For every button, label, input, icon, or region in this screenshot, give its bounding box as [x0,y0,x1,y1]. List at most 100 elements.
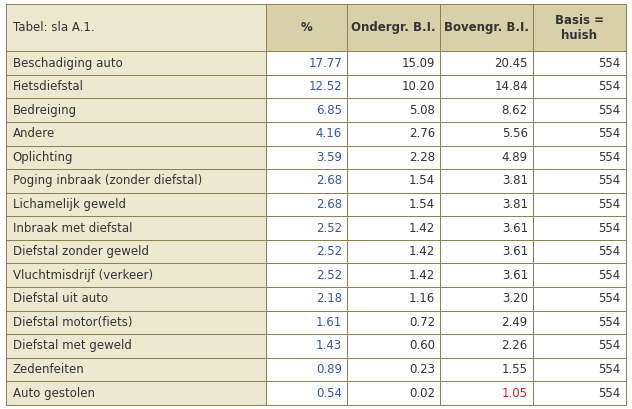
Bar [267,51,347,75]
Text: Poging inbraak (zonder diefstal): Poging inbraak (zonder diefstal) [13,174,202,187]
Bar [6,334,267,358]
Bar [6,240,267,263]
Text: %: % [301,21,313,34]
Bar [6,193,267,216]
Bar [440,99,533,122]
Bar [440,169,533,193]
Bar [6,75,267,99]
Text: 554: 554 [599,387,621,400]
Bar [267,358,347,381]
Bar [6,358,267,381]
Bar [533,287,626,310]
Bar [533,122,626,146]
Bar [267,4,347,51]
Bar [6,381,267,405]
Text: Andere: Andere [13,127,55,140]
Bar [267,193,347,216]
Text: Auto gestolen: Auto gestolen [13,387,95,400]
Bar [533,169,626,193]
Bar [533,358,626,381]
Text: 1.61: 1.61 [316,316,342,329]
Text: 2.52: 2.52 [316,269,342,282]
Text: 3.20: 3.20 [502,292,528,305]
Bar [267,75,347,99]
Bar [440,193,533,216]
Text: 3.59: 3.59 [316,151,342,164]
Text: Vluchtmisdrijf (verkeer): Vluchtmisdrijf (verkeer) [13,269,153,282]
Bar [6,216,267,240]
Bar [267,122,347,146]
Bar [440,263,533,287]
Text: 554: 554 [599,222,621,235]
Text: Basis =
huish: Basis = huish [555,13,604,42]
Text: 0.89: 0.89 [316,363,342,376]
Text: Fietsdiefstal: Fietsdiefstal [13,80,83,93]
Bar [533,263,626,287]
Bar [533,193,626,216]
Text: Oplichting: Oplichting [13,151,73,164]
Bar [440,381,533,405]
Text: Bedreiging: Bedreiging [13,104,76,117]
Bar [440,146,533,169]
Bar [6,169,267,193]
Bar [347,51,440,75]
Text: 0.60: 0.60 [409,339,435,353]
Bar [440,240,533,263]
Bar [6,4,267,51]
Text: 2.68: 2.68 [316,198,342,211]
Bar [267,169,347,193]
Bar [440,358,533,381]
Text: 2.68: 2.68 [316,174,342,187]
Bar [6,99,267,122]
Bar [267,146,347,169]
Bar [533,216,626,240]
Text: 554: 554 [599,269,621,282]
Bar [440,51,533,75]
Text: 0.54: 0.54 [316,387,342,400]
Bar [533,381,626,405]
Bar [347,310,440,334]
Text: 2.52: 2.52 [316,222,342,235]
Text: 1.16: 1.16 [409,292,435,305]
Bar [267,310,347,334]
Text: 1.42: 1.42 [409,269,435,282]
Bar [533,310,626,334]
Text: 554: 554 [599,56,621,70]
Bar [6,287,267,310]
Text: Beschadiging auto: Beschadiging auto [13,56,122,70]
Text: Zedenfeiten: Zedenfeiten [13,363,84,376]
Text: 554: 554 [599,339,621,353]
Bar [347,193,440,216]
Text: 554: 554 [599,198,621,211]
Text: 4.16: 4.16 [316,127,342,140]
Text: Diefstal uit auto: Diefstal uit auto [13,292,107,305]
Bar [347,334,440,358]
Text: 5.08: 5.08 [409,104,435,117]
Bar [267,334,347,358]
Text: 1.42: 1.42 [409,222,435,235]
Text: 14.84: 14.84 [494,80,528,93]
Text: Diefstal met geweld: Diefstal met geweld [13,339,131,353]
Text: 8.62: 8.62 [502,104,528,117]
Text: 554: 554 [599,363,621,376]
Bar [440,334,533,358]
Bar [347,169,440,193]
Bar [267,216,347,240]
Bar [533,240,626,263]
Text: 2.76: 2.76 [409,127,435,140]
Text: 3.61: 3.61 [502,245,528,258]
Text: 0.72: 0.72 [409,316,435,329]
Bar [440,310,533,334]
Bar [347,287,440,310]
Text: 3.81: 3.81 [502,174,528,187]
Bar [6,263,267,287]
Bar [533,4,626,51]
Text: 12.52: 12.52 [308,80,342,93]
Text: 554: 554 [599,174,621,187]
Text: 3.81: 3.81 [502,198,528,211]
Bar [533,75,626,99]
Text: 554: 554 [599,127,621,140]
Bar [533,51,626,75]
Text: 0.23: 0.23 [409,363,435,376]
Text: 554: 554 [599,151,621,164]
